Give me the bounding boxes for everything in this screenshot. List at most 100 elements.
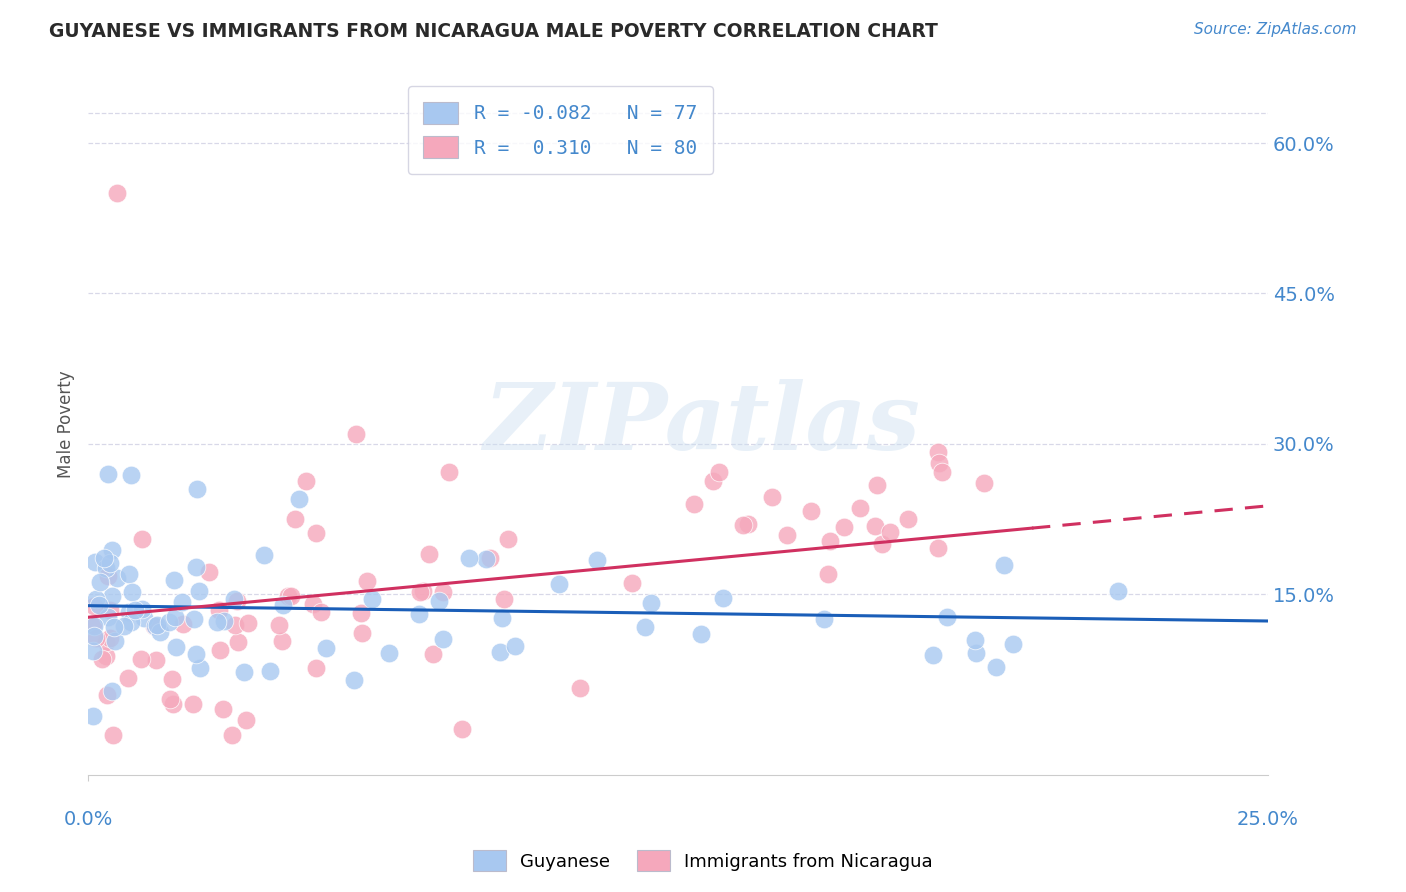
Point — [817, 566, 839, 581]
Point — [409, 585, 432, 599]
Point — [304, 661, 326, 675]
Point — [105, 186, 128, 201]
Point — [927, 445, 949, 459]
Point — [89, 599, 111, 613]
Point — [818, 534, 841, 549]
Point — [343, 673, 366, 687]
Point — [183, 612, 205, 626]
Point — [238, 616, 260, 631]
Point — [143, 619, 166, 633]
Point — [984, 660, 1007, 674]
Point — [870, 537, 893, 551]
Text: GUYANESE VS IMMIGRANTS FROM NICARAGUA MALE POVERTY CORRELATION CHART: GUYANESE VS IMMIGRANTS FROM NICARAGUA MA… — [49, 22, 938, 41]
Point — [157, 615, 180, 629]
Point — [253, 548, 276, 562]
Point — [309, 606, 332, 620]
Point — [849, 500, 872, 515]
Point — [690, 627, 713, 641]
Point — [86, 631, 108, 645]
Point — [305, 525, 328, 540]
Point — [170, 595, 193, 609]
Point — [418, 547, 440, 561]
Point — [737, 517, 759, 532]
Point — [208, 602, 231, 616]
Point — [478, 551, 501, 566]
Point — [1107, 584, 1129, 599]
Point — [702, 474, 724, 488]
Point — [143, 619, 166, 633]
Point — [568, 681, 591, 695]
Point — [165, 640, 187, 655]
Point — [84, 555, 107, 569]
Point — [101, 542, 124, 557]
Point — [896, 512, 918, 526]
Point — [928, 456, 950, 470]
Point — [83, 629, 105, 643]
Point — [271, 598, 294, 612]
Point — [503, 639, 526, 653]
Point — [97, 609, 120, 624]
Point — [97, 467, 120, 481]
Point — [315, 641, 337, 656]
Point — [94, 648, 117, 663]
Point — [634, 620, 657, 634]
Point — [295, 474, 318, 488]
Point — [586, 553, 609, 567]
Point — [437, 465, 460, 479]
Point — [620, 576, 643, 591]
Point — [82, 644, 104, 658]
Point — [280, 589, 302, 603]
Legend: Guyanese, Immigrants from Nicaragua: Guyanese, Immigrants from Nicaragua — [465, 843, 941, 879]
Point — [259, 665, 281, 679]
Point — [360, 591, 382, 606]
Point — [931, 465, 953, 479]
Point — [101, 589, 124, 603]
Point — [184, 647, 207, 661]
Point — [496, 533, 519, 547]
Point — [1002, 637, 1025, 651]
Point — [235, 713, 257, 727]
Point — [775, 528, 797, 542]
Point — [104, 634, 127, 648]
Point — [160, 672, 183, 686]
Point — [188, 660, 211, 674]
Point — [105, 571, 128, 585]
Point — [163, 610, 186, 624]
Point — [146, 617, 169, 632]
Point — [427, 594, 450, 608]
Point — [640, 596, 662, 610]
Point — [98, 631, 121, 645]
Point — [103, 620, 125, 634]
Point — [492, 591, 515, 606]
Point — [936, 610, 959, 624]
Point — [214, 614, 236, 628]
Point — [94, 635, 117, 649]
Point — [352, 626, 374, 640]
Point — [993, 558, 1015, 572]
Point — [149, 624, 172, 639]
Point — [965, 633, 987, 648]
Point — [475, 552, 498, 566]
Point — [356, 574, 378, 588]
Point — [198, 565, 221, 579]
Point — [866, 478, 889, 492]
Point — [451, 722, 474, 736]
Point — [124, 602, 146, 616]
Point — [187, 583, 209, 598]
Point — [432, 584, 454, 599]
Point — [205, 615, 228, 630]
Point — [209, 643, 232, 657]
Point — [145, 653, 167, 667]
Point — [489, 645, 512, 659]
Point — [83, 619, 105, 633]
Point — [186, 482, 208, 496]
Point — [172, 617, 194, 632]
Point — [226, 635, 249, 649]
Point — [94, 560, 117, 574]
Point — [131, 602, 153, 616]
Point — [222, 592, 245, 607]
Point — [432, 632, 454, 646]
Point — [221, 727, 243, 741]
Point — [225, 594, 247, 608]
Point — [232, 665, 254, 679]
